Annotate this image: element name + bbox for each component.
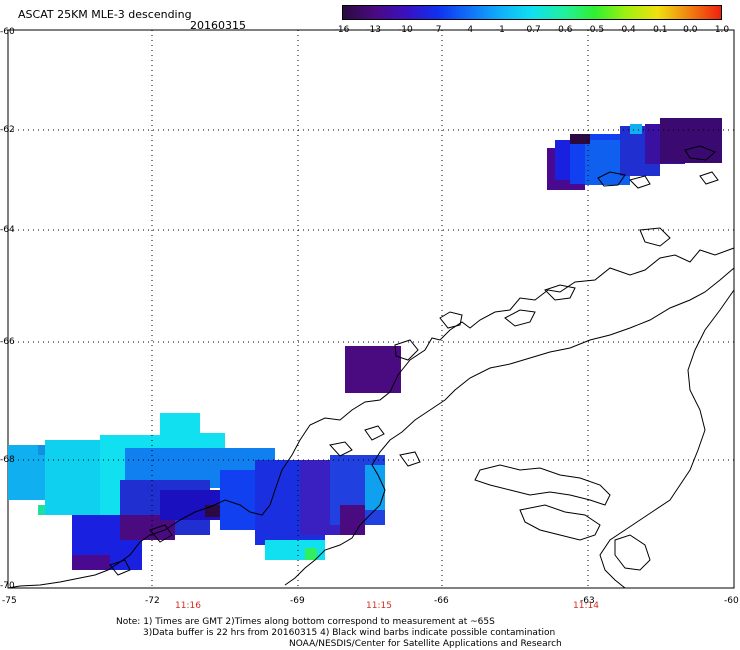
- lat-label-62: -62: [0, 125, 15, 135]
- time-label-1115: 11:15: [366, 601, 392, 611]
- lon-label-60: -60: [724, 596, 739, 606]
- swath-middle: [345, 346, 401, 393]
- lon-label-72: -72: [145, 596, 160, 606]
- colorbar: [342, 5, 722, 20]
- lat-label-66: -66: [0, 337, 15, 347]
- note-line-2: 3)Data buffer is 22 hrs from 20160315 4)…: [143, 628, 556, 638]
- lon-label-69: -69: [290, 596, 305, 606]
- map-title: ASCAT 25KM MLE-3 descending: [18, 8, 192, 21]
- lat-label-68: -68: [0, 455, 15, 465]
- swath-west: [8, 413, 385, 570]
- lon-label-66: -66: [434, 596, 449, 606]
- time-label-1114: 11:14: [573, 601, 599, 611]
- lat-label-70: -70: [0, 581, 15, 591]
- lon-label-75: -75: [2, 596, 17, 606]
- coastlines: [7, 145, 735, 589]
- lat-label-60: -60: [0, 27, 15, 37]
- swath-east: [547, 118, 722, 190]
- lat-label-64: -64: [0, 225, 15, 235]
- lon-label-63: -63: [580, 596, 595, 606]
- map-date: 20160315: [190, 19, 246, 32]
- note-line-1: Note: 1) Times are GMT 2)Times along bot…: [116, 617, 495, 627]
- note-line-3: NOAA/NESDIS/Center for Satellite Applica…: [289, 639, 562, 649]
- time-label-1116: 11:16: [175, 601, 201, 611]
- map-frame: [7, 29, 735, 589]
- graticule: [8, 30, 734, 588]
